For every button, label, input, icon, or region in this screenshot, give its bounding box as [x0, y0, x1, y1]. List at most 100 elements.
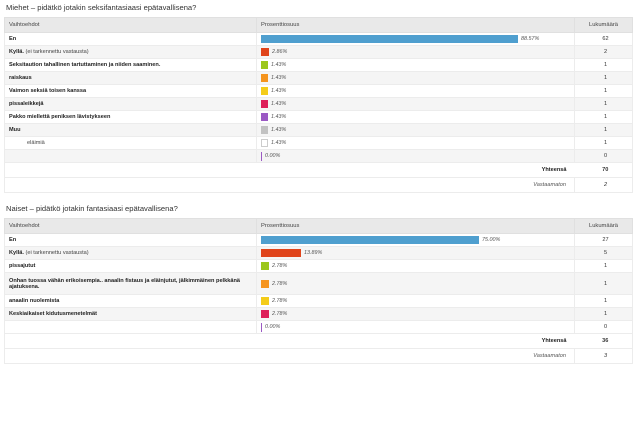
percentage-cell: 2.78% [256, 259, 575, 273]
option-label: anaalin nuolemista [4, 294, 257, 308]
option-text: anaalin nuolemista [9, 298, 60, 304]
percentage-bar [261, 74, 268, 82]
percentage-value: 88.57% [521, 36, 540, 42]
count-value: 1 [574, 259, 633, 273]
percentage-cell: 2.78% [256, 272, 575, 295]
percentage-cell: 2.86% [256, 45, 575, 59]
percentage-value: 2.86% [272, 49, 288, 55]
table-row: En 75.00% 27 [4, 233, 633, 247]
percentage-value: 1.43% [271, 127, 287, 133]
option-text: raiskaus [9, 75, 32, 81]
table-row: Vaimon seksiä toisen kanssa 1.43% 1 [4, 84, 633, 98]
count-value: 2 [574, 45, 633, 59]
option-text: Pakko miellettä peniksen lävistykseen [9, 114, 111, 120]
table-row: Pakko miellettä peniksen lävistykseen 1.4… [4, 110, 633, 124]
percentage-bar [261, 279, 269, 288]
option-text: En [9, 237, 17, 243]
percentage-value: 2.78% [272, 280, 288, 287]
poll-section: Miehet – pidätkö jotakin seksifantasiaas… [4, 3, 633, 193]
percentage-bar [261, 35, 518, 43]
option-text: pissaleikkejä [9, 101, 44, 107]
percentage-value: 1.43% [271, 62, 287, 68]
poll-section: Naiset – pidätkö jotakin fantasiaasi epä… [4, 204, 633, 364]
count-value: 1 [574, 84, 633, 98]
table-row: Onhan tuossa vähän erikoisempia.. anaali… [4, 272, 633, 295]
header-percentage: Prosenttiosuus [256, 17, 575, 33]
option-label [4, 320, 257, 334]
percentage-value: 1.43% [271, 88, 287, 94]
option-text: Muu [9, 127, 21, 133]
option-label: Muu [4, 123, 257, 137]
percentage-value: 1.43% [271, 75, 287, 81]
option-text: Kyllä. [9, 250, 24, 256]
header-count: Lukumäärä [574, 218, 633, 234]
poll-question-title: Miehet – pidätkö jotakin seksifantasiaas… [6, 3, 197, 12]
total-label: Yhteensä [4, 333, 575, 349]
percentage-cell: 75.00% [256, 233, 575, 247]
percentage-bar [261, 297, 269, 305]
header-count: Lukumäärä [574, 17, 633, 33]
section-spacer [4, 193, 632, 204]
count-value: 1 [574, 110, 633, 124]
percentage-cell: 2.78% [256, 294, 575, 308]
percentage-value: 2.78% [272, 298, 288, 304]
percentage-bar [261, 322, 262, 332]
option-subtext: (ei tarkennettu vastausta) [25, 250, 89, 256]
percentage-bar [261, 61, 268, 69]
header-options: Vaihtoehdot [4, 218, 257, 234]
option-label: Kyllä. (ei tarkennettu vastausta) [4, 246, 257, 260]
percentage-cell: 1.43% [256, 110, 575, 124]
option-text: Onhan tuossa vähän erikoisempia.. anaali… [9, 277, 240, 290]
unanswered-label: Vastaamaton [4, 177, 575, 193]
percentage-bar [261, 126, 268, 134]
count-value: 1 [574, 71, 633, 85]
option-text: pissajutut [9, 263, 36, 269]
option-text: eläimiä [27, 140, 45, 146]
total-value: 70 [574, 162, 633, 178]
header-percentage: Prosenttiosuus [256, 218, 575, 234]
count-value: 1 [574, 307, 633, 321]
percentage-cell: 0.00% [256, 149, 575, 163]
option-label: Keskiaikaiset kidutusmenetelmät [4, 307, 257, 321]
results-table: Vaihtoehdot Prosenttiosuus Lukumäärä En 75.0… [4, 218, 633, 364]
table-row: Keskiaikaiset kidutusmenetelmät 2.78% 1 [4, 307, 633, 321]
table-row: pissaleikkejä 1.43% 1 [4, 97, 633, 111]
poll-question-title: Naiset – pidätkö jotakin fantasiaasi epä… [6, 204, 178, 213]
percentage-cell: 2.78% [256, 307, 575, 321]
percentage-value: 1.43% [271, 114, 287, 120]
percentage-bar [261, 100, 268, 108]
table-row: anaalin nuolemista 2.78% 1 [4, 294, 633, 308]
count-value: 27 [574, 233, 633, 247]
percentage-bar [261, 310, 269, 318]
table-row: 0.00% 0 [4, 149, 633, 163]
table-row: 0.00% 0 [4, 320, 633, 334]
percentage-cell: 1.43% [256, 84, 575, 98]
percentage-bar [261, 151, 262, 161]
unanswered-label: Vastaamaton [4, 348, 575, 364]
percentage-value: 2.78% [272, 311, 288, 317]
percentage-cell: 0.00% [256, 320, 575, 334]
option-label: pissaleikkejä [4, 97, 257, 111]
survey-results: Miehet – pidätkö jotakin seksifantasiaas… [4, 3, 633, 364]
percentage-bar [261, 262, 269, 270]
percentage-cell: 1.43% [256, 123, 575, 137]
option-text: Seksitaution tahallinen tartuttaminen ja… [9, 62, 161, 68]
count-value: 0 [574, 320, 633, 334]
percentage-cell: 13.89% [256, 246, 575, 260]
percentage-cell: 1.43% [256, 97, 575, 111]
percentage-bar [261, 139, 268, 147]
count-value: 1 [574, 136, 633, 150]
count-value: 0 [574, 149, 633, 163]
percentage-cell: 1.43% [256, 71, 575, 85]
count-value: 1 [574, 58, 633, 72]
percentage-bar [261, 236, 479, 244]
count-value: 1 [574, 294, 633, 308]
table-header-row: Vaihtoehdot Prosenttiosuus Lukumäärä [4, 218, 633, 234]
option-label [4, 149, 257, 163]
header-options: Vaihtoehdot [4, 17, 257, 33]
percentage-value: 0.00% [265, 324, 281, 330]
percentage-bar [261, 249, 301, 257]
total-row: Yhteensä 36 [4, 333, 633, 349]
table-row: Muu 1.43% 1 [4, 123, 633, 137]
table-row: Kyllä. (ei tarkennettu vastausta) 13.89% 5 [4, 246, 633, 260]
